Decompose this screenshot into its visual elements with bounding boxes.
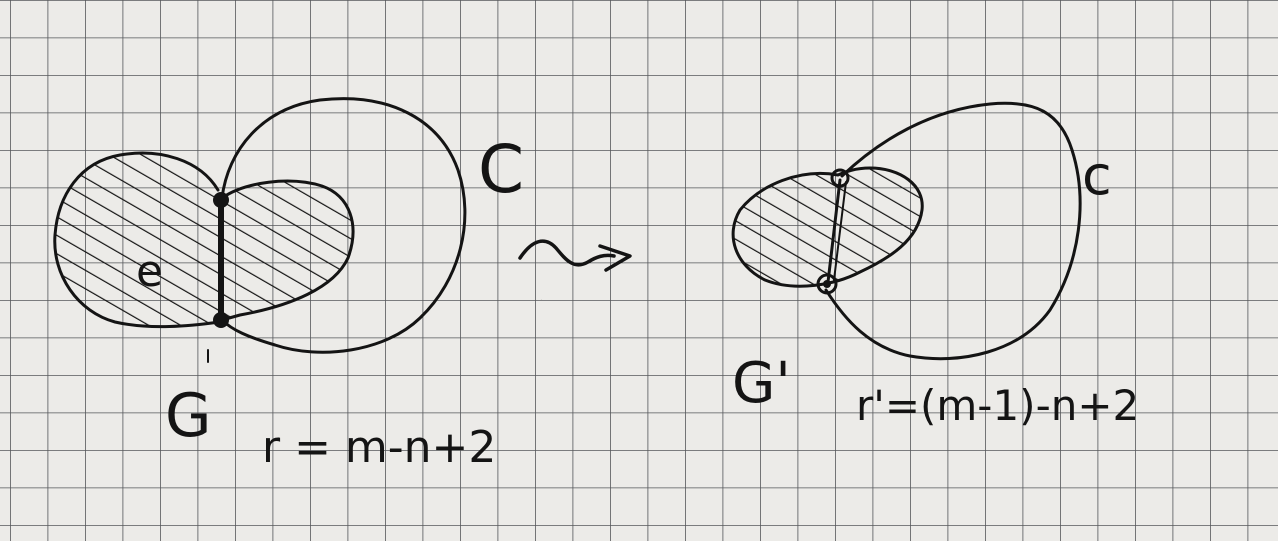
arrow-head (598, 244, 632, 272)
graph-g: C e G r = m-n+2 (53, 97, 524, 473)
outer-loop-c (220, 97, 467, 354)
formula-left: r = m-n+2 (262, 422, 496, 473)
vertex-bottom (213, 312, 229, 328)
outer-loop-c-right (824, 101, 1082, 361)
right-blob (731, 166, 924, 288)
left-loop (53, 151, 222, 329)
formula-right: r'=(m-1)-n+2 (856, 381, 1139, 430)
contracted-link-2 (833, 181, 847, 281)
arrow-text: ~> (540, 298, 542, 301)
vertex-bottom-right (816, 273, 838, 295)
label-face-c-right: c (1082, 144, 1112, 207)
label-graph-g: G (165, 381, 212, 451)
contracted-link (826, 178, 842, 284)
transform-arrow: ~> (518, 239, 632, 301)
label-edge-e: e (136, 246, 163, 297)
label-graph-g-prime: G' (732, 351, 791, 416)
hatched-region-left (54, 153, 220, 327)
inner-loop (220, 179, 355, 322)
vertex-top (213, 192, 229, 208)
squiggle-arrow (518, 239, 616, 267)
vertex-bottom-right-dot (823, 280, 831, 288)
graph-g-prime: c G' r'=(m-1)-n+2 (731, 101, 1139, 430)
vertex-top-right (830, 168, 850, 188)
label-face-c-left: C (478, 131, 524, 208)
